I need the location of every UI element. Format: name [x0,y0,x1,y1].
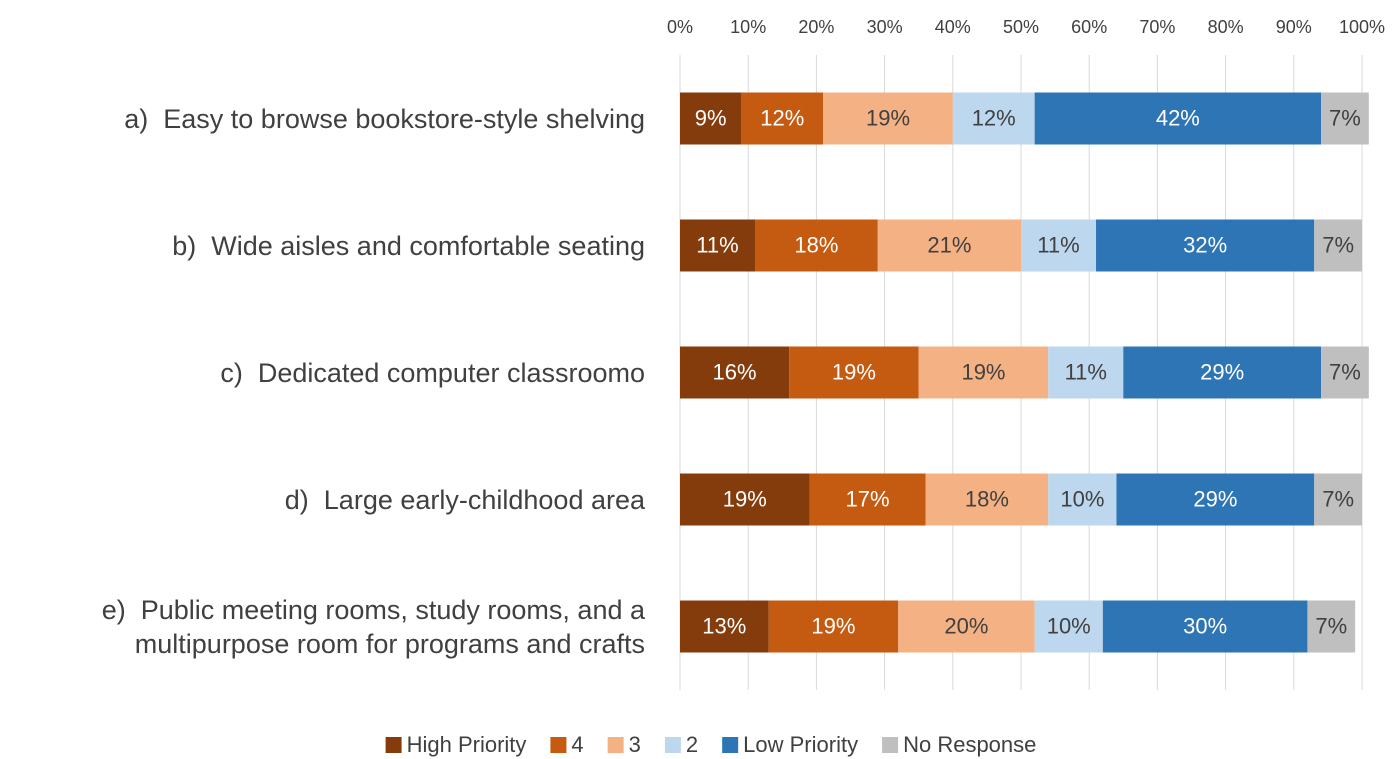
bar-segment [680,219,756,272]
data-label: 13% [702,613,746,638]
x-tick-label: 20% [798,17,834,37]
bar-segment [680,600,769,653]
data-label: 18% [794,232,838,257]
legend-label: 2 [686,732,698,757]
bar-segment [925,473,1049,526]
legend: High Priority 4 3 2 Low Priority No Response [385,732,1036,757]
data-label: 7% [1315,613,1347,638]
legend-label: 4 [571,732,583,757]
bar-segment [952,92,1035,145]
data-label: 30% [1183,613,1227,638]
data-label: 10% [1047,613,1091,638]
x-tick-label: 40% [935,17,971,37]
category-label: d) Large early-childhood area [284,484,645,515]
bar-segment [680,346,790,399]
bar-segment [1314,473,1362,526]
category-label: b) Wide aisles and comfortable seating [172,230,645,261]
legend-label: 3 [629,732,641,757]
bar-segment [1048,473,1117,526]
bar-segment [1123,346,1322,399]
x-tick-label: 90% [1276,17,1312,37]
bar-segment [1096,219,1315,272]
bar-segment [918,346,1049,399]
bar-segment [898,600,1035,653]
bar-segment [789,346,919,399]
data-label: 42% [1156,105,1200,130]
data-label: 16% [713,359,757,384]
category-label: a) Easy to browse bookstore-style shelvi… [124,103,645,134]
bar-segment [768,600,899,653]
data-label: 19% [866,105,910,130]
bar-segment [1307,600,1356,653]
bar-segment [680,92,742,145]
x-tick-label: 60% [1071,17,1107,37]
x-tick-label: 50% [1003,17,1039,37]
data-label: 19% [832,359,876,384]
data-label: 29% [1193,486,1237,511]
bar-segment [741,92,824,145]
data-label: 7% [1322,486,1354,511]
data-label: 17% [846,486,890,511]
bar-segment [877,219,1021,272]
legend-label: No Response [903,732,1036,757]
data-label: 11% [1037,232,1079,257]
data-label: 10% [1060,486,1104,511]
data-label: 20% [944,613,988,638]
legend-swatch [722,737,739,753]
bar-segment [1102,600,1308,653]
data-label: 19% [961,359,1005,384]
data-label: 9% [695,105,727,130]
data-label: 21% [927,232,971,257]
data-label: 7% [1329,105,1361,130]
bar-segment [1321,92,1369,145]
bar-segment [1034,92,1322,145]
legend-swatch [664,737,681,753]
category-label: c) Dedicated computer classroomo [220,357,645,388]
data-label: 32% [1183,232,1227,257]
data-label: 19% [723,486,767,511]
bar-segment [1048,346,1124,399]
bar-segment [1116,473,1315,526]
data-label: 12% [972,105,1016,130]
data-label: 29% [1200,359,1244,384]
data-label: 7% [1329,359,1361,384]
data-label: 7% [1322,232,1354,257]
bar-segment [755,219,878,272]
x-tick-label: 30% [867,17,903,37]
x-tick-label: 70% [1139,17,1175,37]
bar-segment [1321,346,1369,399]
data-label: 18% [965,486,1009,511]
legend-label: High Priority [407,732,527,757]
bar-segment [1021,219,1097,272]
category-label: e) Public meeting rooms, study rooms, an… [101,594,645,659]
legend-swatch [882,737,899,753]
x-tick-label: 10% [730,17,766,37]
data-label: 11% [1065,359,1107,384]
bar-segment [1314,219,1362,272]
bar-segment [1034,600,1103,653]
x-tick-label: 100% [1339,17,1385,37]
legend-swatch [550,737,567,753]
bar-segment [809,473,926,526]
data-label: 12% [760,105,804,130]
bar-segment [823,92,953,145]
data-label: 19% [811,613,855,638]
x-tick-label: 0% [667,17,693,37]
data-label: 11% [696,232,738,257]
legend-swatch [385,737,402,753]
legend-swatch [607,737,624,753]
x-tick-label: 80% [1208,17,1244,37]
bar-segment [680,473,810,526]
legend-label: Low Priority [743,732,858,757]
